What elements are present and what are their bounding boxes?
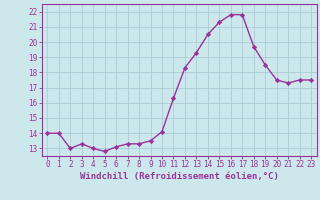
X-axis label: Windchill (Refroidissement éolien,°C): Windchill (Refroidissement éolien,°C) <box>80 172 279 181</box>
